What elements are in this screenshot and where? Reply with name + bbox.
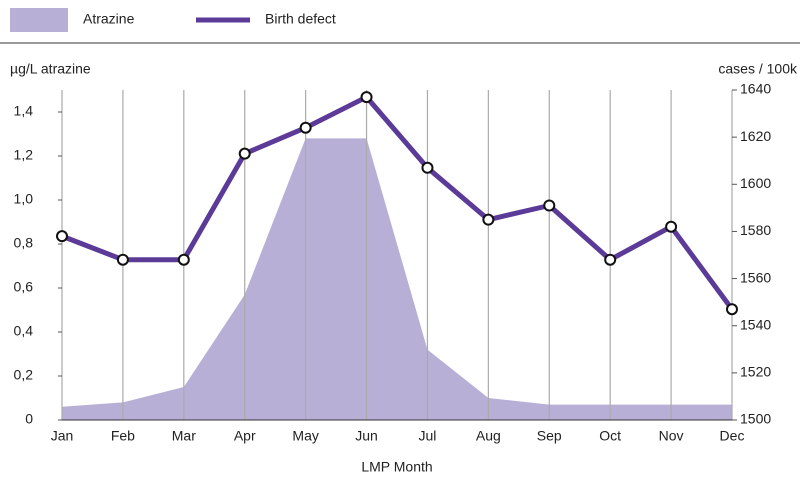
y2-tick-label: 1620 xyxy=(740,128,771,144)
marker xyxy=(543,199,556,212)
marker xyxy=(665,220,678,233)
x-tick-label: Oct xyxy=(599,428,621,444)
x-tick-label: Apr xyxy=(234,428,256,444)
x-tick-label: Dec xyxy=(720,428,745,444)
marker xyxy=(299,121,312,134)
y2-tick-label: 1520 xyxy=(740,364,771,380)
x-tick-label: Jan xyxy=(51,428,74,444)
y-axis-label: µg/L atrazine xyxy=(10,61,91,77)
x-tick-label: Jun xyxy=(355,428,378,444)
y-tick-label: 0,4 xyxy=(14,323,34,339)
x-tick-label: Jul xyxy=(419,428,437,444)
x-tick-label: Mar xyxy=(172,428,196,444)
x-tick-label: Nov xyxy=(659,428,684,444)
marker xyxy=(177,253,190,266)
legend-swatch xyxy=(10,8,68,32)
area xyxy=(62,138,732,420)
marker xyxy=(421,161,434,174)
marker xyxy=(238,147,251,160)
line xyxy=(61,94,735,311)
y-tick-label: 0,8 xyxy=(14,235,34,251)
y-tick-label: 0 xyxy=(25,411,33,427)
y-tick-label: 1,2 xyxy=(14,147,34,163)
y2-axis-label: cases / 100k xyxy=(718,61,798,77)
y-tick-label: 1,0 xyxy=(14,191,34,207)
legend-label: Birth defect xyxy=(265,11,336,27)
marker xyxy=(726,303,738,316)
marker xyxy=(604,253,617,266)
marker xyxy=(116,253,129,266)
y2-tick-label: 1500 xyxy=(740,411,771,427)
x-tick-label: Aug xyxy=(476,428,501,444)
y2-tick-label: 1600 xyxy=(740,175,771,191)
y2-tick-label: 1580 xyxy=(740,222,771,238)
marker xyxy=(482,213,495,226)
y2-tick-label: 1560 xyxy=(740,269,771,285)
y-tick-label: 0,6 xyxy=(14,279,34,295)
x-tick-label: Sep xyxy=(537,428,562,444)
x-axis-label: LMP Month xyxy=(361,459,432,475)
marker xyxy=(360,91,373,104)
y2-tick-label: 1640 xyxy=(740,81,771,97)
x-tick-label: May xyxy=(292,428,318,444)
x-tick-label: Feb xyxy=(111,428,135,444)
y-tick-label: 0,2 xyxy=(14,367,34,383)
legend-label: Atrazine xyxy=(83,11,135,27)
marker xyxy=(56,230,68,243)
y2-tick-label: 1540 xyxy=(740,316,771,332)
y-tick-label: 1,4 xyxy=(14,103,34,119)
